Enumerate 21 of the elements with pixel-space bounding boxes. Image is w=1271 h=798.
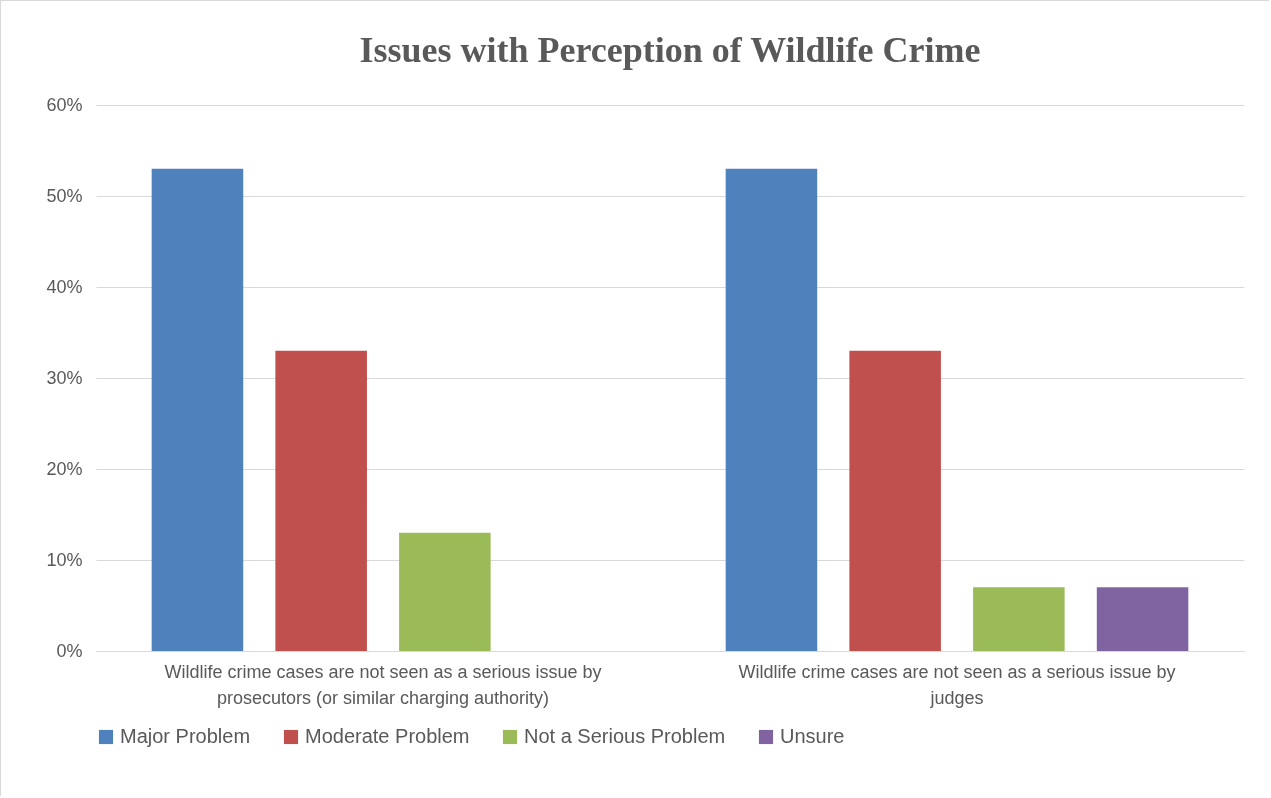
y-tick-label: 20%	[46, 458, 83, 479]
y-tick-label: 50%	[46, 185, 83, 206]
bar	[725, 168, 818, 651]
y-tick-label: 0%	[56, 640, 83, 661]
x-tick-label: Wildlife crime cases are not seen as a serious issue by judges	[738, 661, 1176, 708]
bar	[275, 350, 367, 651]
x-tick-label: Wildlife crime cases are not seen as a serious issue by prosecutors (or similar charging authority)	[164, 661, 602, 708]
bar	[849, 350, 941, 651]
bar	[1096, 587, 1189, 651]
legend-label: Not a Serious Problem	[524, 725, 726, 747]
legend-label: Unsure	[780, 725, 845, 747]
y-tick-label: 60%	[46, 94, 83, 115]
y-tick-label: 40%	[46, 276, 83, 297]
bar	[973, 587, 1065, 651]
bar	[151, 168, 244, 651]
legend-label: Moderate Problem	[305, 725, 470, 747]
y-tick-label: 30%	[46, 367, 83, 388]
bar	[399, 532, 491, 651]
y-tick-label: 10%	[46, 549, 83, 570]
chart-title: Issues with Perception of Wildlife Crime	[359, 30, 981, 70]
legend-label: Major Problem	[120, 725, 251, 747]
